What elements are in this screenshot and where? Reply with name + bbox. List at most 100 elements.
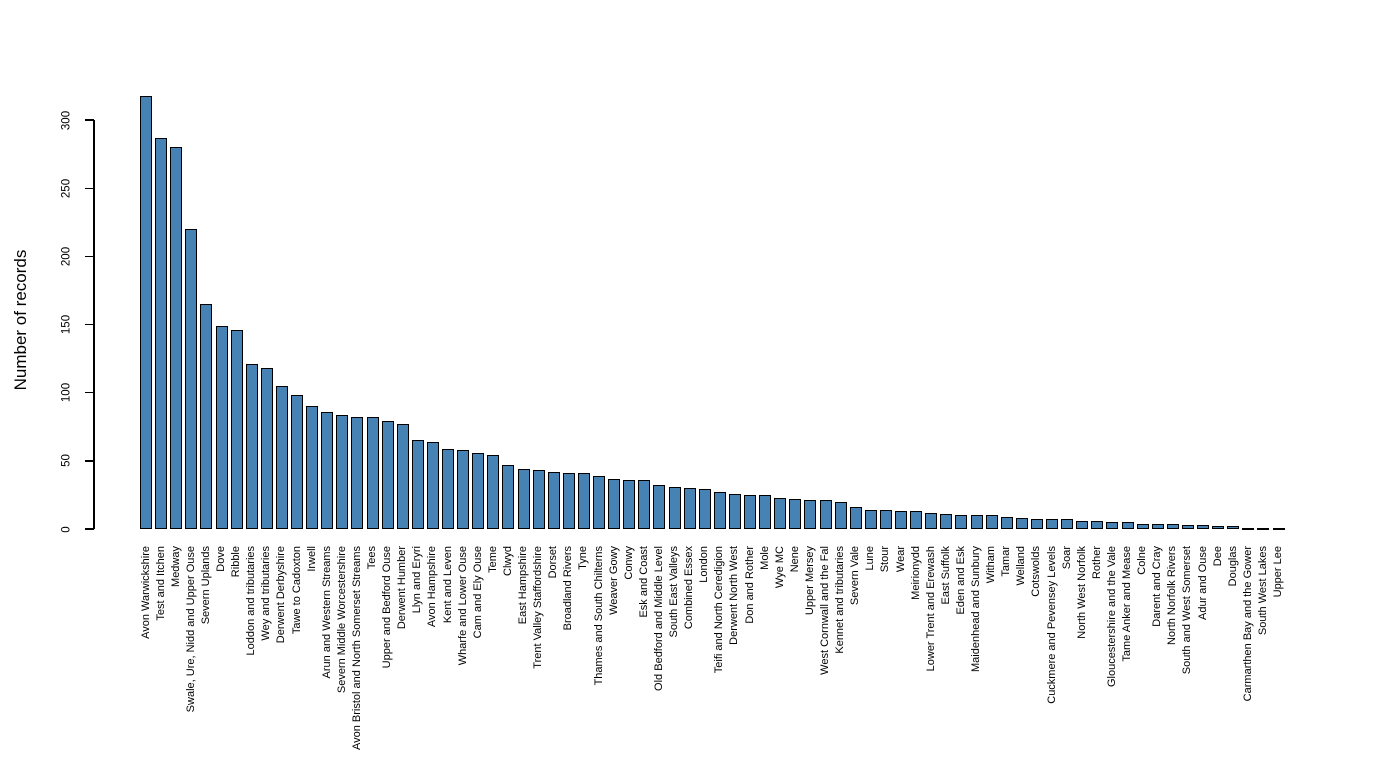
x-axis-label: Mole <box>758 546 771 570</box>
x-axis-label: Trent Valley Staffordshire <box>532 546 545 669</box>
x-axis-label: Esk and Coast <box>637 546 650 618</box>
x-axis-label: Wear <box>894 546 907 573</box>
x-axis-label: Meirionydd <box>909 546 922 600</box>
bar <box>1031 519 1043 529</box>
y-axis-tick-label: 0 <box>60 525 73 533</box>
x-axis-label: Tyne <box>577 546 590 570</box>
x-axis-label: Severn Uplands <box>199 546 212 625</box>
bar <box>412 440 424 529</box>
bar <box>578 473 590 529</box>
bar <box>1106 522 1118 529</box>
x-axis-label: Loddon and tributaries <box>245 546 258 656</box>
x-axis-label: Upper Lee <box>1272 546 1284 598</box>
bar <box>1076 520 1088 529</box>
bar <box>1152 523 1164 529</box>
bar <box>291 395 303 529</box>
y-axis-tick <box>85 391 94 394</box>
y-axis-tick <box>85 528 94 530</box>
x-axis-label: South and West Somerset <box>1181 546 1194 675</box>
bar <box>699 489 711 529</box>
x-axis-label: Severn Middle Worcestershire <box>335 546 348 694</box>
bar <box>1167 523 1179 529</box>
bar <box>623 479 635 529</box>
bar <box>971 515 983 529</box>
x-axis-label: Lower Trent and Erewash <box>924 546 937 672</box>
x-axis-label: Tees <box>366 546 378 570</box>
x-axis-label: East Suffolk <box>939 546 952 605</box>
x-axis-label: Combined Essex <box>683 546 696 630</box>
y-axis-title: Number of records <box>11 249 30 391</box>
bar <box>457 449 469 529</box>
x-axis-label: Derwent Derbyshire <box>275 546 288 644</box>
bar <box>653 485 665 529</box>
x-axis-label: Ribble <box>230 546 243 578</box>
bar <box>729 493 741 529</box>
bar <box>880 509 892 529</box>
bar <box>533 470 545 529</box>
bar <box>638 479 650 529</box>
bar <box>1001 516 1013 529</box>
x-axis-label: Witham <box>985 546 998 584</box>
bar <box>185 229 197 529</box>
x-axis-label: Wye MC <box>773 546 786 589</box>
bar <box>744 494 756 529</box>
bar <box>140 95 152 529</box>
x-axis-label: Gloucestershire and the Vale <box>1105 546 1118 688</box>
x-axis-label: Thames and South Chilterns <box>592 546 605 686</box>
bar <box>865 509 877 529</box>
bar <box>1182 524 1194 529</box>
x-axis-label: Tawe to Cadoxton <box>290 546 303 635</box>
bar <box>1016 518 1028 529</box>
bar <box>563 473 575 529</box>
x-axis-label: Don and Rother <box>743 546 756 624</box>
bar <box>170 147 182 529</box>
x-axis-label: Kent and Leven <box>441 546 454 624</box>
x-axis-label: Wharfe and Lower Ouse <box>456 546 469 666</box>
bar <box>714 492 726 529</box>
x-axis-label: Wey and tributaries <box>260 546 273 641</box>
x-axis-label: Weaver Gowy <box>607 546 620 615</box>
y-axis-tick <box>85 460 94 462</box>
bar <box>351 417 363 529</box>
bar <box>1197 524 1209 529</box>
bar <box>1091 520 1103 529</box>
x-axis-label: Avon Warwickshire <box>139 546 152 639</box>
x-axis-label: Old Bedford and Middle Level <box>652 546 665 691</box>
bar <box>759 494 771 529</box>
y-axis-tick-label: 50 <box>60 454 73 468</box>
x-axis-label: Teifi and North Ceredigion <box>713 546 726 674</box>
bar <box>502 464 514 529</box>
bar <box>804 500 816 529</box>
y-axis-tick <box>85 187 94 189</box>
x-axis-label: North Norfolk Rivers <box>1166 546 1179 646</box>
y-axis-tick <box>85 255 94 258</box>
bar <box>397 424 409 529</box>
x-axis-label: Tamar <box>1000 546 1013 577</box>
x-axis-label: Severn Vale <box>849 546 862 606</box>
y-axis-tick-label: 100 <box>60 383 73 403</box>
bar <box>593 475 605 529</box>
bar <box>382 421 394 529</box>
bar <box>1122 522 1134 529</box>
x-axis-label: Derwent North West <box>728 546 741 645</box>
x-axis-label: Carmarthen Bay and the Gower <box>1241 546 1254 702</box>
x-axis-label: Swale, Ure, Nidd and Upper Ouse <box>184 546 197 713</box>
bar <box>246 364 258 529</box>
bar <box>910 511 922 529</box>
bar <box>155 137 167 529</box>
x-axis-label: Conwy <box>622 546 635 580</box>
x-axis-label: Tame Anker and Mease <box>1121 546 1133 662</box>
y-axis-tick <box>85 119 94 121</box>
bar <box>487 455 499 529</box>
bar <box>200 304 212 529</box>
y-axis-tick-label: 200 <box>60 246 73 266</box>
x-axis-label: Upper and Bedford Ouse <box>381 546 394 669</box>
bar <box>261 368 273 529</box>
bar <box>1242 527 1254 530</box>
x-axis-label: Irwell <box>305 546 318 572</box>
x-axis-label: Clwyd <box>501 546 514 576</box>
bar <box>442 448 454 529</box>
bar <box>608 478 620 529</box>
bar <box>1257 527 1269 530</box>
x-axis-label: Dee <box>1211 546 1224 567</box>
